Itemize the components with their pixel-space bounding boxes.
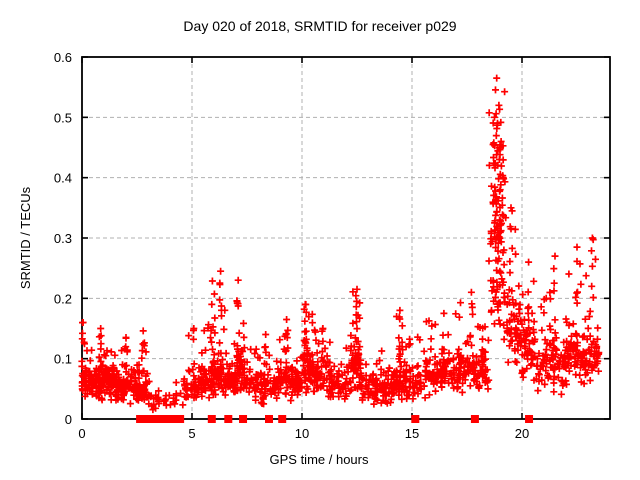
- data-points: [78, 74, 603, 423]
- zero-flag-square: [207, 415, 216, 423]
- y-tick-label: 0.2: [54, 291, 72, 306]
- x-tick-label: 5: [188, 426, 195, 441]
- zero-flag-square: [176, 415, 185, 423]
- axis-ticks: [81, 56, 610, 420]
- zero-flag-square: [411, 415, 420, 423]
- chart-title: Day 020 of 2018, SRMTID for receiver p02…: [183, 18, 456, 34]
- y-tick-label: 0.5: [54, 110, 72, 125]
- y-tick-label: 0.3: [54, 231, 72, 246]
- zero-flag-square: [470, 415, 479, 423]
- y-tick-label: 0.4: [54, 171, 72, 186]
- zero-flag-square: [265, 415, 273, 423]
- x-tick-label: 0: [78, 426, 85, 441]
- x-tick-label: 10: [295, 426, 309, 441]
- zero-flag-square: [278, 415, 287, 423]
- srmtid-plus-markers: [78, 74, 603, 414]
- x-tick-label: 20: [515, 426, 529, 441]
- x-tick-label: 15: [405, 426, 419, 441]
- zero-flag-square: [239, 415, 248, 423]
- x-axis-label: GPS time / hours: [270, 452, 369, 467]
- tick-labels: 0 5 10 15 20 0 0.1 0.2 0.3 0.4 0.5 0.6: [54, 50, 529, 441]
- y-tick-label: 0.6: [54, 50, 72, 65]
- zero-flag-square: [224, 415, 233, 423]
- zero-flag-square: [162, 415, 171, 423]
- y-tick-label: 0: [65, 412, 72, 427]
- y-tick-label: 0.1: [54, 352, 72, 367]
- zero-flag-square: [525, 415, 534, 423]
- y-axis-label: SRMTID / TECUs: [18, 186, 33, 289]
